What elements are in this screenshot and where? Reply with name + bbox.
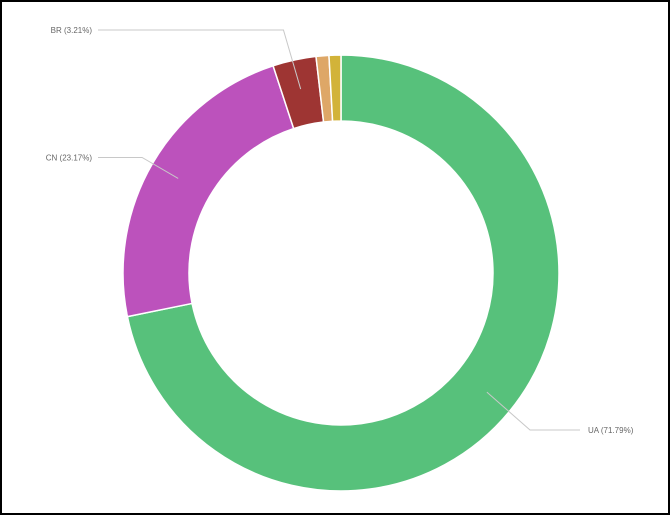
slice-label-0: UA (71.79%) — [588, 426, 634, 435]
labels-layer: UA (71.79%) CN (23.17%) BR (3.21%) — [46, 26, 634, 435]
donut-slice-1[interactable] — [122, 64, 295, 318]
leader-lines-layer — [98, 29, 580, 431]
leader-line-1 — [98, 156, 179, 179]
donut-slice-0[interactable] — [126, 54, 560, 492]
slice-label-2: BR (3.21%) — [51, 26, 93, 35]
slices-layer — [122, 54, 560, 492]
leader-line-0 — [486, 391, 580, 431]
leader-line-2 — [98, 29, 302, 90]
donut-slice-4[interactable] — [328, 54, 342, 123]
slice-label-1: CN (23.17%) — [46, 153, 93, 162]
